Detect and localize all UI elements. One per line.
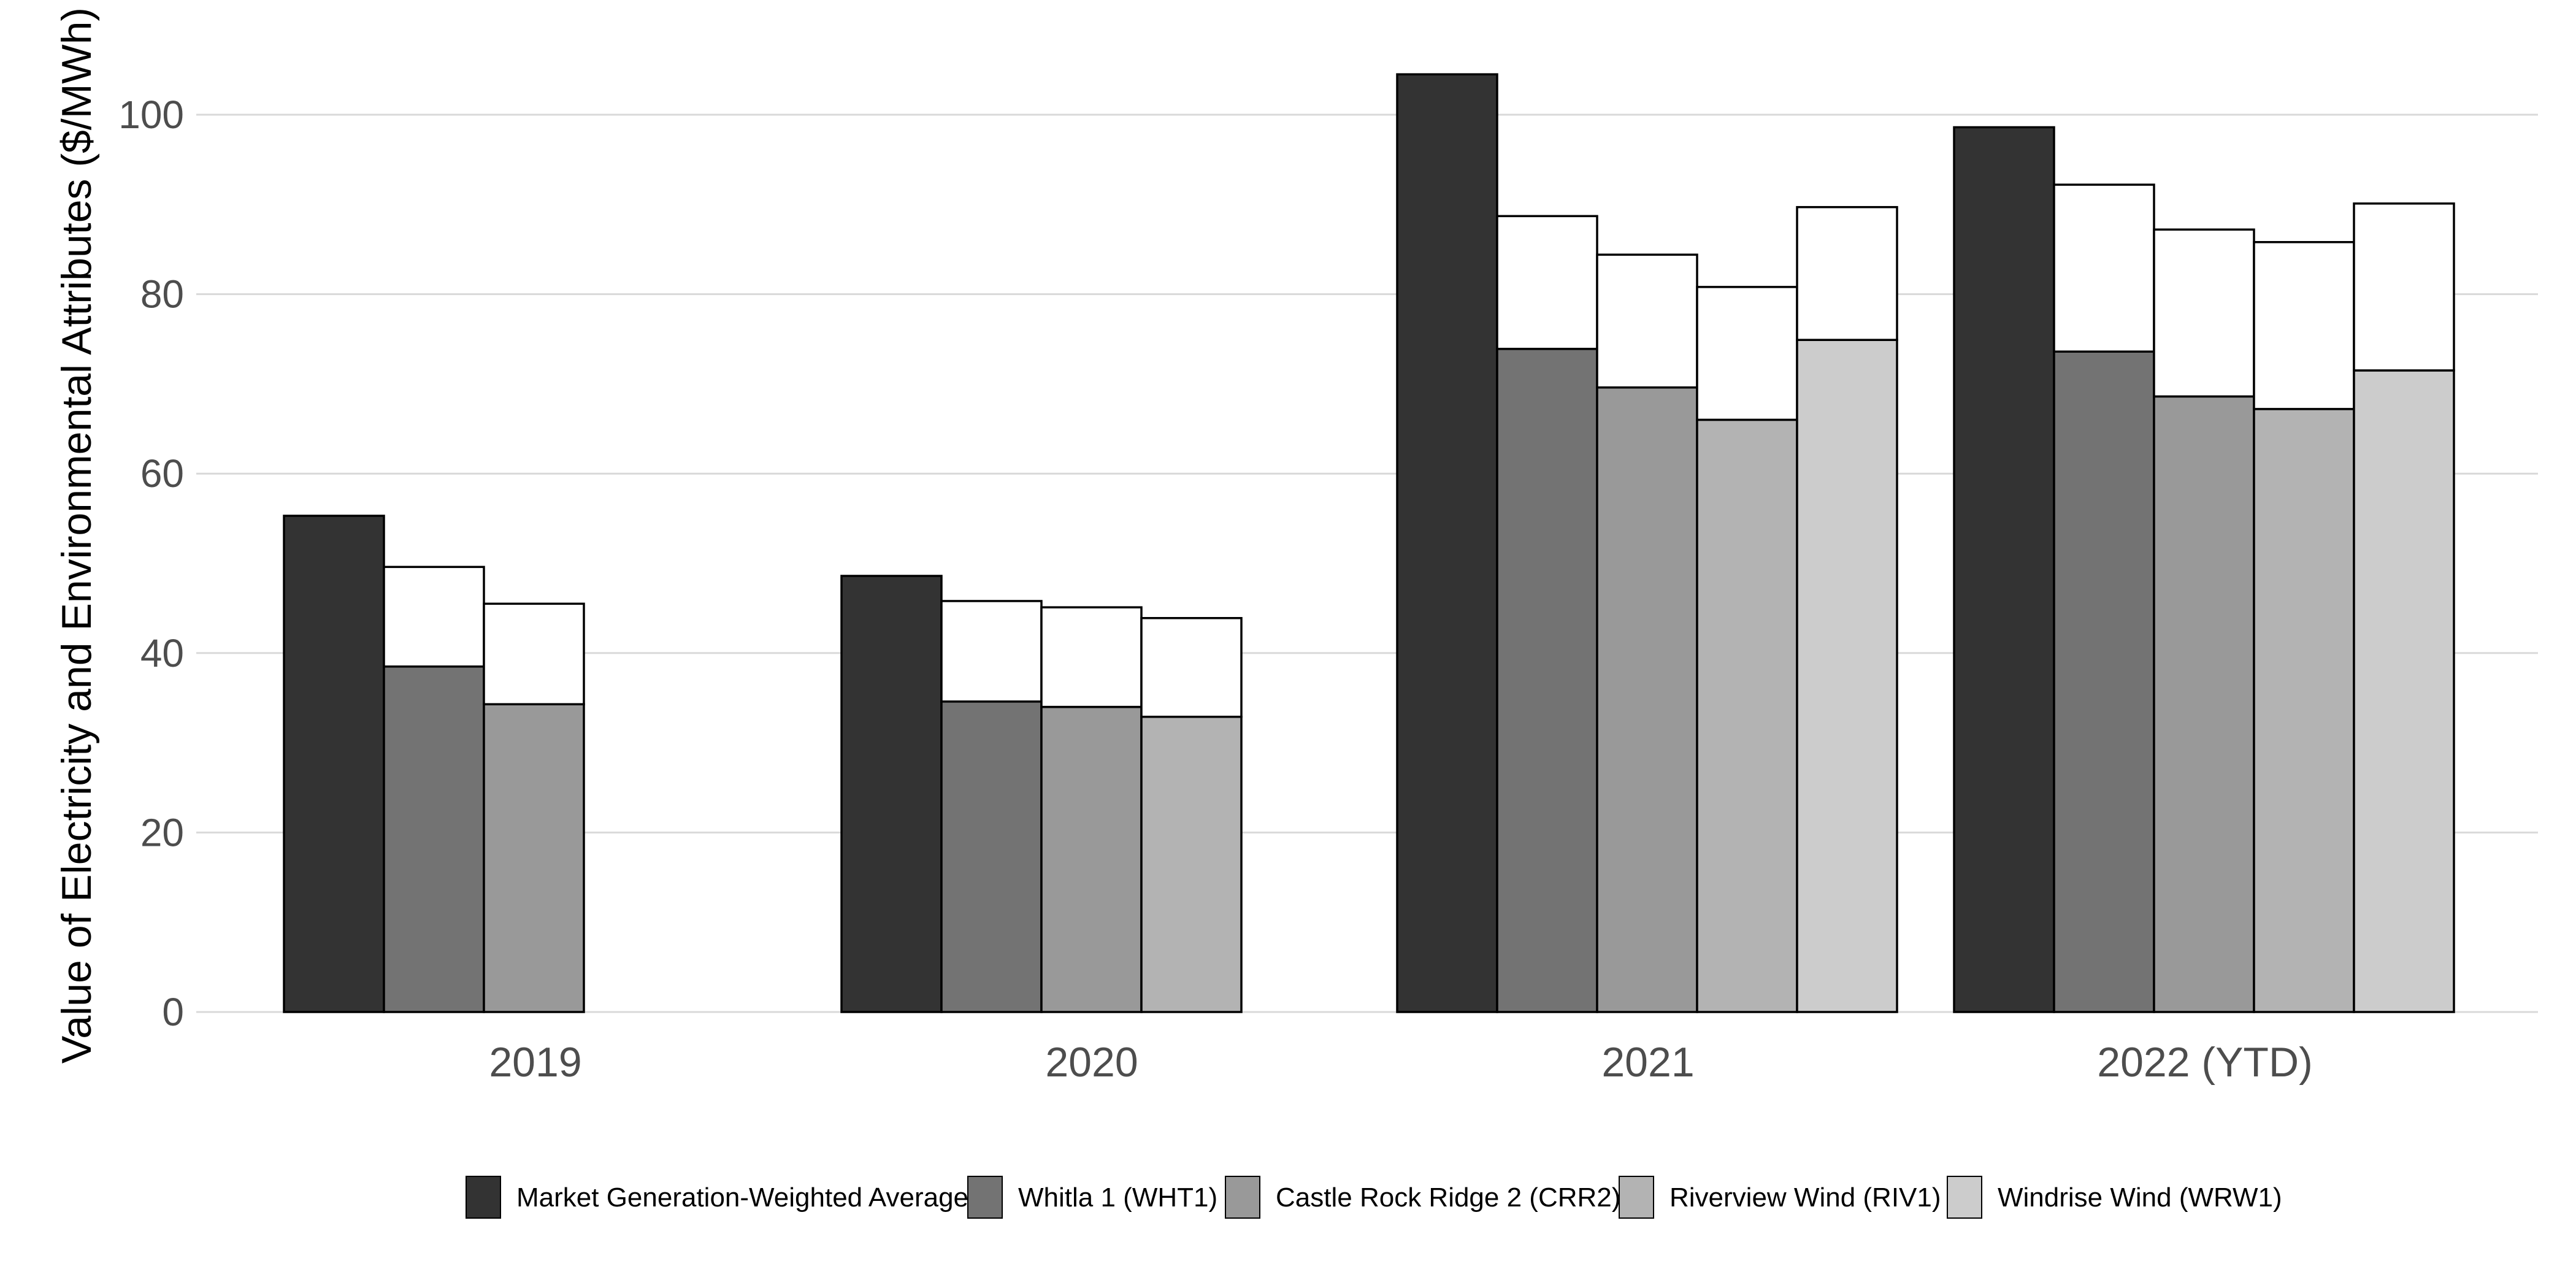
bar-env-attribute-segment — [1040, 606, 1143, 708]
bar-env-attribute-segment — [940, 600, 1043, 703]
legend-label: Castle Rock Ridge 2 (CRR2) — [1276, 1183, 1620, 1213]
bar-env-attribute-segment — [1696, 286, 1798, 421]
bar — [840, 575, 943, 1013]
legend-key — [1619, 1176, 1654, 1219]
bar — [483, 703, 585, 1013]
bar-env-attribute-segment — [2253, 240, 2355, 410]
y-tick-label: 0 — [162, 990, 184, 1034]
bar — [2053, 350, 2155, 1013]
x-tick-label: 2022 (YTD) — [2097, 1039, 2312, 1086]
bar — [1396, 73, 1498, 1013]
bar — [1140, 715, 1243, 1013]
y-tick-label: 100 — [118, 93, 184, 137]
legend: Market Generation-Weighted Average Whitla… — [466, 1176, 2282, 1219]
legend-key — [1225, 1176, 1260, 1219]
bar — [1496, 348, 1598, 1013]
bar-env-attribute-segment — [1596, 253, 1698, 389]
x-tick-label: 2021 — [1601, 1039, 1694, 1086]
bar-env-attribute-segment — [483, 602, 585, 705]
bar-env-attribute-segment — [2053, 183, 2155, 353]
bar-env-attribute-segment — [1140, 616, 1243, 718]
legend-label: Riverview Wind (RIV1) — [1669, 1183, 1941, 1213]
x-axis-category-labels: 2019 2020 2021 2022 (YTD) — [489, 1039, 2312, 1086]
bar-env-attribute-segment — [2353, 202, 2455, 372]
x-tick-label: 2019 — [489, 1039, 581, 1086]
y-axis-tick-labels: 0 20 40 60 80 100 — [118, 93, 184, 1034]
legend-key — [967, 1176, 1003, 1219]
bar — [1040, 705, 1143, 1013]
y-tick-label: 20 — [140, 810, 184, 854]
bar — [1596, 386, 1698, 1013]
legend-label: Windrise Wind (WRW1) — [1998, 1183, 2282, 1213]
y-tick-label: 80 — [140, 272, 184, 316]
bar — [383, 665, 485, 1013]
legend-key — [1947, 1176, 1982, 1219]
bar — [2353, 369, 2455, 1013]
legend-label: Market Generation-Weighted Average — [516, 1183, 968, 1213]
bar — [2253, 408, 2355, 1013]
legend-label: Whitla 1 (WHT1) — [1018, 1183, 1217, 1213]
legend-key — [466, 1176, 501, 1219]
bar — [1953, 126, 2055, 1013]
bar-env-attribute-segment — [1496, 215, 1598, 350]
bars — [283, 73, 2455, 1013]
bar-env-attribute-segment — [1796, 205, 1898, 341]
bar-env-attribute-segment — [383, 565, 485, 668]
bar — [940, 700, 1043, 1013]
bar — [1696, 418, 1798, 1013]
bar — [1796, 339, 1898, 1013]
bar — [2153, 395, 2255, 1013]
bar — [283, 515, 385, 1013]
y-tick-label: 60 — [140, 451, 184, 496]
x-tick-label: 2020 — [1045, 1039, 1138, 1086]
bar-env-attribute-segment — [2153, 228, 2255, 398]
y-axis-title: Value of Electricity and Environmental A… — [53, 7, 100, 1064]
y-tick-label: 40 — [140, 631, 184, 675]
